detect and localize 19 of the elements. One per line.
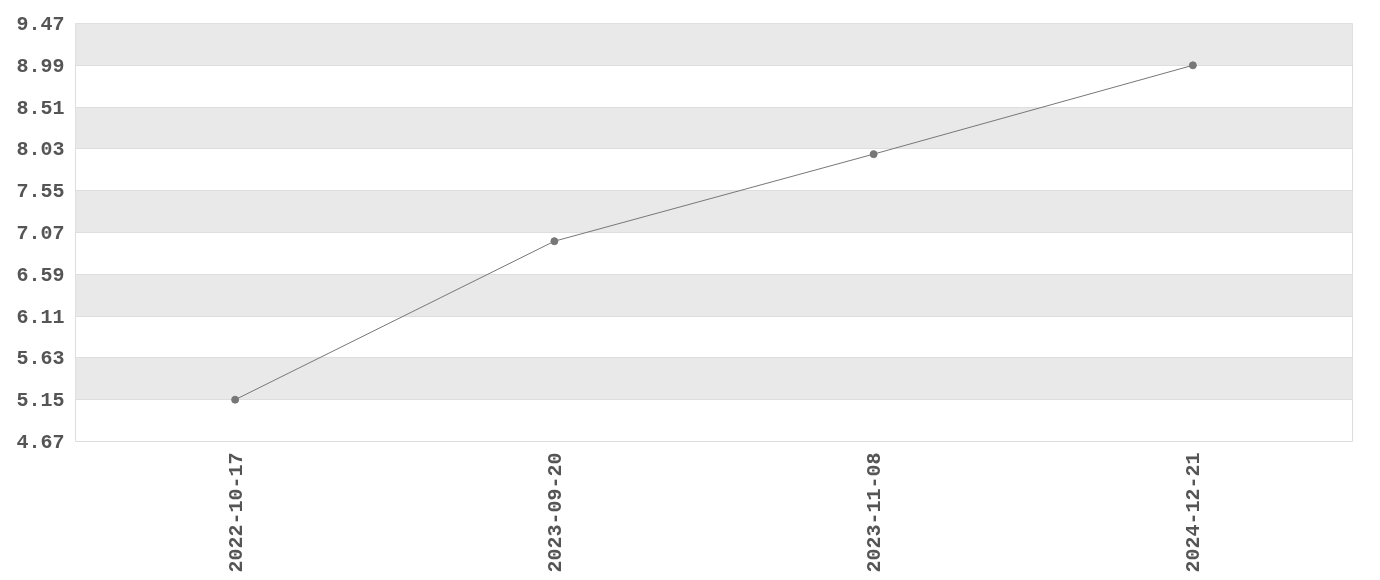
y-tick-label: 8.51 — [16, 96, 65, 120]
y-tick-label: 8.03 — [16, 138, 65, 162]
x-tick-label: 2023-09-20 — [543, 452, 567, 573]
y-tick-label: 9.47 — [16, 13, 65, 36]
point — [869, 150, 878, 159]
point — [231, 395, 240, 404]
y-tick-label: 5.15 — [16, 389, 65, 413]
y-tick-label: 6.59 — [16, 263, 65, 287]
y-tick-label: 7.55 — [16, 180, 65, 204]
y-tick-label: 4.67 — [16, 431, 65, 454]
x-tick-label: 2022-10-17 — [224, 452, 248, 573]
x-tick-label: 2024-12-21 — [1182, 452, 1206, 573]
point — [550, 237, 559, 246]
x-tick-label: 2023-11-08 — [863, 452, 887, 573]
point — [1188, 61, 1197, 70]
y-tick-label: 5.63 — [16, 347, 65, 371]
y-tick-label: 6.11 — [16, 305, 65, 329]
y-tick-label: 8.99 — [16, 54, 65, 78]
y-tick-label: 7.07 — [16, 222, 65, 245]
